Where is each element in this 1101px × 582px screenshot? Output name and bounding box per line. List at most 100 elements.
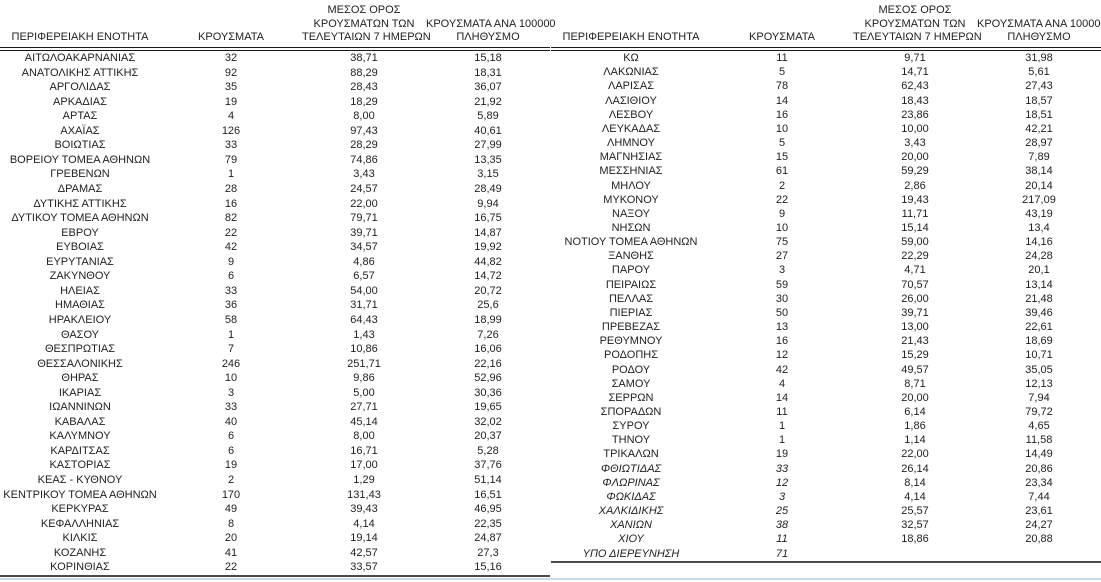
cases-cell: 19: [224, 95, 238, 108]
per100k-cell: 32,02: [474, 415, 502, 428]
cases-cell: 16: [775, 108, 789, 121]
left-table-panel: ΠΕΡΙΦΕΡΕΙΑΚΗ ΕΝΟΤΗΤΑ ΚΡΟΥΣΜΑΤΑ ΜΕΣΟΣ ΟΡΟ…: [0, 4, 556, 577]
table-row: ΡΕΘΥΜΝΟΥ 16 21,43 18,69: [551, 334, 1101, 348]
table-row: ΘΕΣΣΑΛΟΝΙΚΗΣ 246 251,71 22,16: [0, 357, 550, 372]
per100k-cell: 18,57: [1025, 94, 1053, 107]
cases-cell: 11: [776, 406, 788, 419]
avg7-cell: 13,00: [901, 321, 929, 334]
per100k-cell: 3,15: [477, 168, 499, 181]
table-row: ΗΛΕΙΑΣ 33 54,00 20,72: [0, 284, 550, 299]
per100k-cell: 24,87: [474, 532, 502, 545]
per100k-cell: 5,61: [1028, 66, 1050, 79]
table-row: ΗΜΑΘΙΑΣ 36 31,71 25,6: [0, 298, 550, 313]
cases-cell: 246: [221, 357, 241, 370]
per100k-cell: 20,1: [1028, 264, 1050, 277]
region-cell: ΔΥΤΙΚΗΣ ΑΤΤΙΚΗΣ: [33, 197, 127, 210]
left-cases-table: ΠΕΡΙΦΕΡΕΙΑΚΗ ΕΝΟΤΗΤΑ ΚΡΟΥΣΜΑΤΑ ΜΕΣΟΣ ΟΡΟ…: [0, 4, 556, 577]
cases-cell: 58: [224, 313, 238, 326]
table-row: ΚΟΡΙΝΘΙΑΣ 22 33,57 15,16: [0, 560, 550, 576]
region-cell: ΕΒΡΟΥ: [61, 226, 99, 239]
region-cell: ΠΙΕΡΙΑΣ: [609, 306, 653, 319]
region-cell: ΣΠΟΡΑΔΩΝ: [600, 406, 662, 419]
region-cell: ΠΕΛΛΑΣ: [608, 292, 654, 305]
per100k-cell: 15,16: [474, 561, 502, 574]
per100k-cell: 31,98: [1025, 52, 1053, 65]
cases-cell: 11: [776, 52, 788, 65]
region-cell: ΜΕΣΣΗΝΙΑΣ: [599, 165, 663, 178]
right-table-body: ΚΩ 11 9,71 31,98 ΛΑΚΩΝΙΑΣ 5 14,71 5,61 Λ…: [551, 49, 1101, 562]
table-row: ΞΑΝΘΗΣ 27 22,29 24,28: [551, 249, 1101, 263]
cases-cell: 22: [775, 193, 789, 206]
cases-cell: 33: [224, 284, 238, 297]
avg7-cell: 19,14: [350, 532, 378, 545]
region-cell: ΛΑΡΙΣΑΣ: [607, 80, 654, 93]
cases-cell: 92: [224, 66, 238, 79]
per100k-cell: 14,49: [1025, 448, 1053, 461]
table-row: ΦΩΚΙΔΑΣ 3 4,14 7,44: [551, 490, 1101, 504]
per100k-cell: 46,95: [474, 503, 502, 516]
header-cases: ΚΡΟΥΣΜΑΤΑ: [198, 31, 264, 44]
region-cell: ΝΟΤΙΟΥ ΤΟΜΕΑ ΑΘΗΝΩΝ: [564, 236, 698, 249]
avg7-cell: 24,57: [350, 183, 378, 196]
table-row: ΒΟΡΕΙΟΥ ΤΟΜΕΑ ΑΘΗΝΩΝ 79 74,86 13,35: [0, 153, 550, 168]
region-cell: ΑΡΚΑΔΙΑΣ: [53, 95, 107, 108]
per100k-cell: 22,35: [474, 517, 502, 530]
table-row: ΙΩΑΝΝΙΝΩΝ 33 27,71 19,65: [0, 400, 550, 415]
avg7-cell: 4,14: [353, 517, 375, 530]
per100k-cell: 21,48: [1025, 292, 1053, 305]
table-row: ΘΗΡΑΣ 10 9,86 52,96: [0, 371, 550, 386]
avg7-cell: 251,71: [347, 357, 381, 370]
avg7-cell: 19,43: [901, 193, 929, 206]
region-cell: ΧΑΛΚΙΔΙΚΗΣ: [598, 505, 664, 518]
per100k-cell: 35,05: [1025, 363, 1053, 376]
table-row: ΑΙΤΩΛΟΑΚΑΡΝΑΝΙΑΣ 32 38,71 15,18: [0, 49, 550, 66]
cases-cell: 4: [227, 110, 235, 123]
table-row: ΦΘΙΩΤΙΔΑΣ 33 26,14 20,86: [551, 462, 1101, 476]
region-cell: ΗΜΑΘΙΑΣ: [55, 299, 105, 312]
per100k-cell: 4,65: [1028, 420, 1050, 433]
table-row: ΝΟΤΙΟΥ ΤΟΜΕΑ ΑΘΗΝΩΝ 75 59,00 14,16: [551, 235, 1101, 249]
region-cell: ΘΑΣΟΥ: [60, 328, 100, 341]
table-row: ΜΕΣΣΗΝΙΑΣ 61 59,29 38,14: [551, 164, 1101, 178]
cases-cell: 15: [775, 151, 789, 164]
per100k-cell: 13,4: [1028, 221, 1050, 234]
per100k-cell: 14,87: [474, 226, 502, 239]
per100k-cell: 7,26: [477, 328, 499, 341]
per100k-cell: 79,72: [1025, 406, 1053, 419]
avg7-cell: 1,14: [904, 434, 926, 447]
avg7-cell: 9,86: [353, 372, 375, 385]
region-cell: ΚΟΖΑΝΗΣ: [53, 546, 107, 559]
cases-cell: 6: [227, 444, 235, 457]
table-row: ΧΑΛΚΙΔΙΚΗΣ 25 25,57 23,61: [551, 504, 1101, 518]
per100k-cell: 7,89: [1028, 151, 1050, 164]
table-row: ΠΑΡΟΥ 3 4,71 20,1: [551, 263, 1101, 277]
avg7-cell: 74,86: [350, 153, 378, 166]
table-row: ΣΠΟΡΑΔΩΝ 11 6,14 79,72: [551, 405, 1101, 419]
cases-cell: 49: [224, 503, 238, 516]
avg7-cell: 20,00: [901, 391, 929, 404]
cases-cell: 9: [778, 207, 786, 220]
cases-cell: 79: [224, 153, 238, 166]
table-row: ΑΧΑΪΑΣ 126 97,43 40,61: [0, 124, 550, 139]
per100k-cell: 28,49: [474, 183, 502, 196]
region-cell: ΘΗΡΑΣ: [61, 372, 99, 385]
region-cell: ΕΥΡΥΤΑΝΙΑΣ: [46, 255, 114, 268]
cases-cell: 5: [778, 66, 786, 79]
table-row: ΓΡΕΒΕΝΩΝ 1 3,43 3,15: [0, 167, 550, 182]
table-row: ΔΡΑΜΑΣ 28 24,57 28,49: [0, 182, 550, 197]
per100k-cell: 37,76: [474, 459, 502, 472]
cases-cell: 22: [224, 226, 238, 239]
region-cell: ΚΑΡΔΙΤΣΑΣ: [50, 444, 110, 457]
cases-cell: 25: [775, 505, 789, 518]
region-cell: ΚΑΣΤΟΡΙΑΣ: [49, 459, 111, 472]
table-row: ΜΑΓΝΗΣΙΑΣ 15 20,00 7,89: [551, 150, 1101, 164]
avg7-cell: 64,43: [350, 313, 378, 326]
avg7-cell: 45,14: [350, 415, 378, 428]
table-row: ΑΡΤΑΣ 4 8,00 5,89: [0, 109, 550, 124]
table-row: ΚΑΡΔΙΤΣΑΣ 6 16,71 5,28: [0, 444, 550, 459]
cases-cell: 59: [775, 278, 789, 291]
table-row: ΑΝΑΤΟΛΙΚΗΣ ΑΤΤΙΚΗΣ 92 88,29 18,31: [0, 66, 550, 81]
per100k-cell: 20,37: [474, 430, 502, 443]
table-row: ΚΑΒΑΛΑΣ 40 45,14 32,02: [0, 415, 550, 430]
